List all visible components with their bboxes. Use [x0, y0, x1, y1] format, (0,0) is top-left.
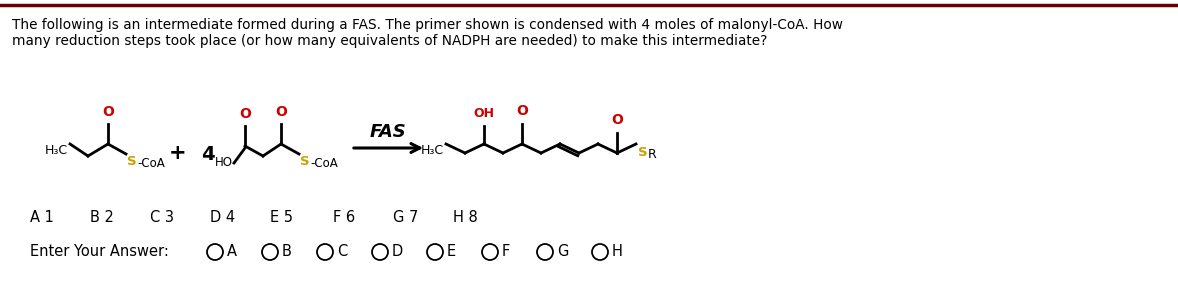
Text: O: O	[102, 105, 114, 119]
Text: G 7: G 7	[393, 210, 418, 226]
Text: E 5: E 5	[270, 210, 293, 226]
Text: R: R	[648, 148, 657, 161]
Text: The following is an intermediate formed during a FAS. The primer shown is conden: The following is an intermediate formed …	[12, 18, 843, 32]
Text: D: D	[392, 244, 403, 260]
Text: A: A	[227, 244, 237, 260]
Text: H 8: H 8	[454, 210, 478, 226]
Text: many reduction steps took place (or how many equivalents of NADPH are needed) to: many reduction steps took place (or how …	[12, 34, 767, 48]
Text: C 3: C 3	[150, 210, 174, 226]
Text: 4: 4	[201, 145, 214, 164]
Text: F: F	[502, 244, 510, 260]
Text: H: H	[613, 244, 623, 260]
Text: B: B	[282, 244, 292, 260]
Text: H₃C: H₃C	[45, 145, 68, 158]
Text: F 6: F 6	[333, 210, 355, 226]
Text: O: O	[516, 104, 528, 118]
Text: O: O	[239, 107, 251, 121]
Text: O: O	[611, 113, 623, 127]
Text: O: O	[274, 105, 287, 119]
Text: H₃C: H₃C	[421, 145, 444, 158]
Text: C: C	[337, 244, 348, 260]
Text: A 1: A 1	[29, 210, 54, 226]
Text: +: +	[170, 143, 187, 163]
Text: OH: OH	[474, 107, 495, 120]
Text: S: S	[300, 155, 310, 168]
Text: E: E	[446, 244, 456, 260]
Text: S: S	[638, 146, 648, 159]
Text: HO: HO	[216, 156, 233, 170]
Text: G: G	[557, 244, 568, 260]
Text: -CoA: -CoA	[310, 157, 338, 170]
Text: Enter Your Answer:: Enter Your Answer:	[29, 244, 168, 260]
Text: B 2: B 2	[90, 210, 114, 226]
Text: D 4: D 4	[210, 210, 236, 226]
Text: S: S	[127, 155, 137, 168]
Text: -CoA: -CoA	[137, 157, 165, 170]
Text: FAS: FAS	[370, 123, 406, 141]
